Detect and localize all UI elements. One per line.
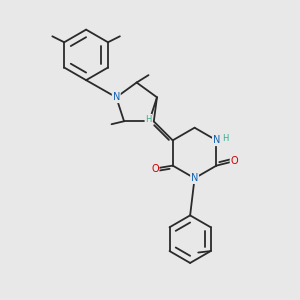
Text: H: H [145,115,152,124]
Text: H: H [222,134,229,143]
Text: N: N [213,135,220,145]
Text: O: O [230,156,238,166]
Text: N: N [191,173,198,183]
Text: O: O [151,164,159,174]
Text: N: N [112,92,120,102]
